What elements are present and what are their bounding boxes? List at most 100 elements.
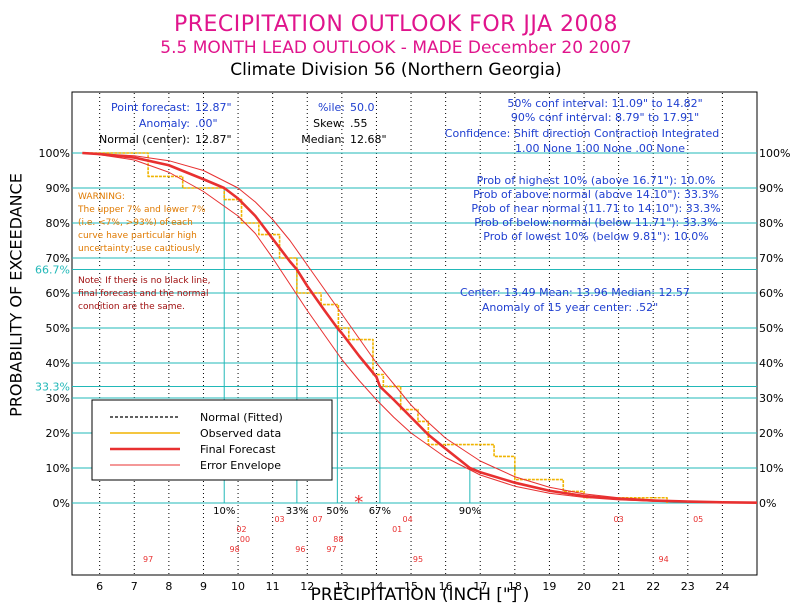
y-tick-label-right: 100% — [759, 147, 790, 160]
confidence-header: Confidence: Shift direction Contraction … — [445, 127, 719, 140]
percentile-label: 67% — [369, 506, 391, 517]
stat-label: Anomaly: — [139, 117, 190, 130]
legend-box — [91, 399, 333, 481]
y-tick-label-right: 90% — [759, 182, 783, 195]
stat-label: Median: — [301, 133, 345, 146]
center-marker: * — [354, 492, 363, 513]
year-marker: 02 — [236, 525, 246, 534]
percentile-label: 50% — [326, 506, 348, 517]
probability-line: Prob of above normal (above 14.10"): 33.… — [473, 188, 719, 201]
x-tick-label: 13 — [335, 580, 349, 593]
stat-value: .00" — [195, 117, 218, 130]
division-title: Climate Division 56 (Northern Georgia) — [230, 60, 562, 80]
x-tick-label: 22 — [646, 580, 660, 593]
y-tick-label-right: 40% — [759, 357, 783, 370]
stat-label: Normal (center): — [99, 133, 190, 146]
y-tick-label-left: 60% — [46, 287, 70, 300]
stat-label: %ile: — [318, 101, 345, 114]
x-tick-label: 15 — [404, 580, 418, 593]
x-tick-label: 24 — [715, 580, 729, 593]
final-forecast-line — [82, 151, 758, 504]
x-tick-label: 19 — [542, 580, 556, 593]
y-tick-label-left: 10% — [46, 462, 70, 475]
x-tick-label: 10 — [231, 580, 245, 593]
year-marker: 97 — [326, 545, 336, 554]
year-marker: 97 — [143, 555, 153, 564]
y-tick-label-right: 80% — [759, 217, 783, 230]
year-marker: 00 — [240, 535, 250, 544]
legend-label: Error Envelope — [200, 459, 281, 472]
x-axis-label: PRECIPITATION (INCH ["] ) — [310, 585, 530, 605]
y-tick-label-left: 100% — [39, 147, 70, 160]
chart-title: PRECIPITATION OUTLOOK FOR JJA 2008 — [173, 12, 619, 37]
x-tick-label: 12 — [300, 580, 314, 593]
warning-text: The upper 7% and lower 7% — [77, 205, 206, 215]
x-tick-label: 21 — [612, 580, 626, 593]
stat-value: 12.87" — [195, 133, 232, 146]
legend-label: Observed data — [200, 427, 281, 440]
year-marker: 07 — [313, 515, 323, 524]
x-tick-label: 23 — [681, 580, 695, 593]
stat-value: 50.0 — [350, 101, 375, 114]
y-tick-label-left: 30% — [46, 392, 70, 405]
stat-value: 12.87" — [195, 101, 232, 114]
warning-text: (i.e. <7%, >93%) of each — [78, 218, 193, 228]
x-tick-label: 7 — [131, 580, 138, 593]
year-marker: 04 — [402, 515, 412, 524]
note-text: condition are the same. — [78, 302, 185, 312]
y-tick-label-right: 0% — [759, 497, 776, 510]
y-tick-label-left: 80% — [46, 217, 70, 230]
stat-label: Point forecast: — [111, 101, 190, 114]
warning-text: WARNING: — [78, 192, 125, 202]
y-tick-label-left: 20% — [46, 427, 70, 440]
year-marker: 96 — [295, 545, 305, 554]
conf-interval-50: 50% conf interval: 11.09" to 14.82" — [507, 97, 702, 110]
year-marker: 95 — [413, 555, 423, 564]
legend-label: Final Forecast — [200, 443, 276, 456]
y-tick-label-right: 10% — [759, 462, 783, 475]
year-marker: 03 — [274, 515, 284, 524]
x-tick-label: 9 — [200, 580, 207, 593]
year-marker: 94 — [658, 555, 668, 564]
y-tick-label-left: 40% — [46, 357, 70, 370]
error-envelope-upper — [82, 152, 758, 503]
anomaly-15yr: Anomaly of 15 year center: .52" — [482, 301, 658, 314]
probability-line: Prob of near normal (11.71 to 14.10"): 3… — [471, 202, 720, 215]
probability-line: Prob of highest 10% (above 16.71"): 10.0… — [477, 174, 716, 187]
year-marker: 88 — [333, 535, 343, 544]
year-marker: 03 — [614, 515, 624, 524]
x-tick-label: 11 — [266, 580, 280, 593]
y-tick-label-right: 70% — [759, 252, 783, 265]
percentile-label: 10% — [213, 506, 235, 517]
confidence-values: 1.00 None 1.00 None .00 None — [515, 142, 685, 155]
x-tick-label: 17 — [473, 580, 487, 593]
warning-text: curve have particular high — [78, 231, 197, 241]
percentile-label: 90% — [459, 506, 481, 517]
y-tick-label-right: 20% — [759, 427, 783, 440]
year-marker: 05 — [693, 515, 703, 524]
y-tick-label-left: 70% — [46, 252, 70, 265]
probability-line: Prob of lowest 10% (below 9.81"): 10.0% — [483, 230, 708, 243]
y-tick-label-right: 30% — [759, 392, 783, 405]
center-mean-median: Center: 13.49 Mean: 13.96 Median: 12.57 — [460, 286, 690, 299]
x-tick-label: 6 — [96, 580, 103, 593]
y-tick-label-left: 50% — [46, 322, 70, 335]
year-marker: 01 — [392, 525, 402, 534]
y-tick-label-left: 0% — [53, 497, 70, 510]
conf-interval-90: 90% conf interval: 8.79" to 17.91" — [511, 111, 699, 124]
x-tick-label: 20 — [577, 580, 591, 593]
year-marker: 98 — [230, 545, 240, 554]
special-level-label: 66.7% — [35, 264, 70, 277]
x-tick-label: 16 — [439, 580, 453, 593]
note-text: final forecast and the normal — [78, 289, 208, 299]
legend-label: Normal (Fitted) — [200, 411, 283, 424]
probability-line: Prob of below normal (below 11.71"): 33.… — [474, 216, 717, 229]
stat-label: Skew: — [313, 117, 345, 130]
warning-text: uncertainty; use cautiously. — [78, 244, 202, 254]
note-text: Note: If there is no black line, — [78, 276, 211, 286]
y-tick-label-left: 90% — [46, 182, 70, 195]
percentile-label: 33% — [286, 506, 308, 517]
x-tick-label: 8 — [165, 580, 172, 593]
y-tick-label-right: 50% — [759, 322, 783, 335]
